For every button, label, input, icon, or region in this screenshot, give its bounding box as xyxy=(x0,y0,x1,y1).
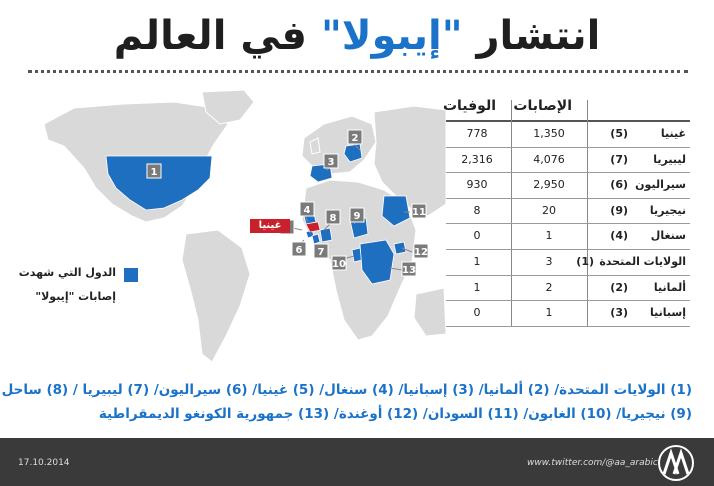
deaths-value: 930 xyxy=(466,178,488,192)
map-marker-7: 7 xyxy=(313,243,329,259)
title-divider xyxy=(28,70,688,73)
deaths-value: 8 xyxy=(473,203,481,217)
country-name: الولايات المتحدة xyxy=(599,254,686,268)
table-row: سنغال (4) 1 0 xyxy=(446,224,690,250)
country-ivory-coast xyxy=(319,227,333,243)
column-separator xyxy=(511,100,512,326)
deaths-value: 2,316 xyxy=(461,152,493,166)
legend-line-1: الدول التي شهدت xyxy=(18,266,116,279)
deaths-value: 1 xyxy=(473,254,481,268)
cases-value: 1 xyxy=(545,229,553,243)
map-marker-label: 2 xyxy=(352,133,359,144)
country-guinea xyxy=(305,221,321,233)
column-separator xyxy=(587,100,588,326)
map-marker-9: 9 xyxy=(349,207,365,223)
country-uganda xyxy=(393,241,407,255)
twitter-link[interactable]: www.twitter.com/@aa_arabic xyxy=(527,458,658,468)
page-title: انتشار "إيبولا" في العالم xyxy=(0,6,714,66)
map-marker-13: 13 xyxy=(401,261,417,277)
landmass-australia xyxy=(413,287,446,337)
map-marker-1: 1 xyxy=(146,163,162,179)
map-marker-label: 7 xyxy=(318,247,325,258)
legend-swatch xyxy=(124,268,138,282)
deaths-header: الوفيات xyxy=(442,98,496,114)
aa-logo-icon xyxy=(658,445,694,481)
legend-line-2: إصابات "إيبولا" xyxy=(35,290,116,303)
footnote-line-1: (1) الولايات المتحدة/ (2) ألمانيا/ (3) إ… xyxy=(0,382,692,398)
map-marker-label: 10 xyxy=(332,259,346,270)
country-number: (7) xyxy=(610,152,628,166)
map-marker-8: 8 xyxy=(325,209,341,225)
map-marker-2: 2 xyxy=(347,129,363,145)
country-name: ألمانيا xyxy=(653,280,686,294)
map-marker-label: 1 xyxy=(151,167,158,178)
map-marker-11: 11 xyxy=(411,203,427,219)
country-name: نيجيريا xyxy=(649,203,686,217)
country-number: (6) xyxy=(610,178,628,192)
country-name: غينيا xyxy=(660,127,686,140)
map-marker-label: 12 xyxy=(414,247,428,258)
map-marker-6: 6 xyxy=(291,241,307,257)
world-map: 12345678910111213 xyxy=(43,89,446,363)
footer-date: 17.10.2014 xyxy=(18,458,70,468)
country-number: (5) xyxy=(610,127,628,140)
title-part-c: في العالم xyxy=(113,13,307,59)
title-part-b: "إيبولا" xyxy=(320,13,463,59)
deaths-value: 0 xyxy=(473,229,481,243)
table-row: نيجيريا (9) 20 8 xyxy=(446,199,690,225)
table-row: إسبانيا (3) 1 0 xyxy=(446,301,690,327)
guinea-map-label: غينيا xyxy=(250,219,290,233)
cases-value: 3 xyxy=(545,254,553,268)
table-row: ألمانيا (2) 2 1 xyxy=(446,276,690,302)
map-marker-label: 8 xyxy=(330,213,337,224)
map-marker-label: 3 xyxy=(328,157,335,168)
country-number: (3) xyxy=(610,306,628,320)
map-marker-3: 3 xyxy=(323,153,339,169)
deaths-value: 0 xyxy=(473,306,481,320)
country-name: إسبانيا xyxy=(650,306,686,320)
table-header: الإصابات الوفيات xyxy=(442,92,690,122)
cases-header: الإصابات xyxy=(513,98,572,114)
landmass-uk xyxy=(309,137,321,155)
deaths-value: 1 xyxy=(473,280,481,294)
country-sudan xyxy=(381,195,411,227)
deaths-value: 778 xyxy=(466,127,488,140)
title-part-a: انتشار xyxy=(476,13,601,59)
map-marker-label: 9 xyxy=(354,211,361,222)
landmass-greenland xyxy=(201,89,255,125)
footer-bar: 17.10.2014 www.twitter.com/@aa_arabic xyxy=(0,438,714,486)
cases-value: 2,950 xyxy=(533,178,565,192)
map-marker-12: 12 xyxy=(413,243,429,259)
country-name: ليبيريا xyxy=(653,152,686,166)
table-row: ليبيريا (7) 4,076 2,316 xyxy=(446,148,690,174)
country-name: سنغال xyxy=(650,229,686,243)
map-marker-label: 11 xyxy=(412,207,426,218)
table-row: سيراليون (6) 2,950 930 xyxy=(446,173,690,199)
landmass-asia xyxy=(373,105,446,217)
country-number: (9) xyxy=(610,203,628,217)
map-marker-4: 4 xyxy=(299,201,315,217)
country-number: (2) xyxy=(610,280,628,294)
map-marker-label: 4 xyxy=(304,205,311,216)
country-liberia xyxy=(311,233,321,245)
map-marker-10: 10 xyxy=(331,255,347,271)
footnote-line-2: (9) نيجيريا/ (10) الغابون/ (11) السودان/… xyxy=(98,406,692,422)
cases-value: 4,076 xyxy=(533,152,565,166)
ebola-table: الإصابات الوفيات غينيا (5) 1,350 778 ليب… xyxy=(442,92,690,327)
map-marker-label: 13 xyxy=(402,265,416,276)
cases-value: 1,350 xyxy=(533,127,565,140)
country-number: (4) xyxy=(610,229,628,243)
table-row: غينيا (5) 1,350 778 xyxy=(446,122,690,148)
country-drc xyxy=(359,239,395,285)
landmass-south-america xyxy=(181,229,251,363)
map-marker-label: 6 xyxy=(296,245,303,256)
cases-value: 1 xyxy=(545,306,553,320)
country-usa xyxy=(105,155,213,211)
country-number: (1) xyxy=(576,254,594,268)
cases-value: 20 xyxy=(542,203,556,217)
table-row: الولايات المتحدة (1) 3 1 xyxy=(446,250,690,276)
country-name: سيراليون xyxy=(635,178,686,192)
cases-value: 2 xyxy=(545,280,553,294)
